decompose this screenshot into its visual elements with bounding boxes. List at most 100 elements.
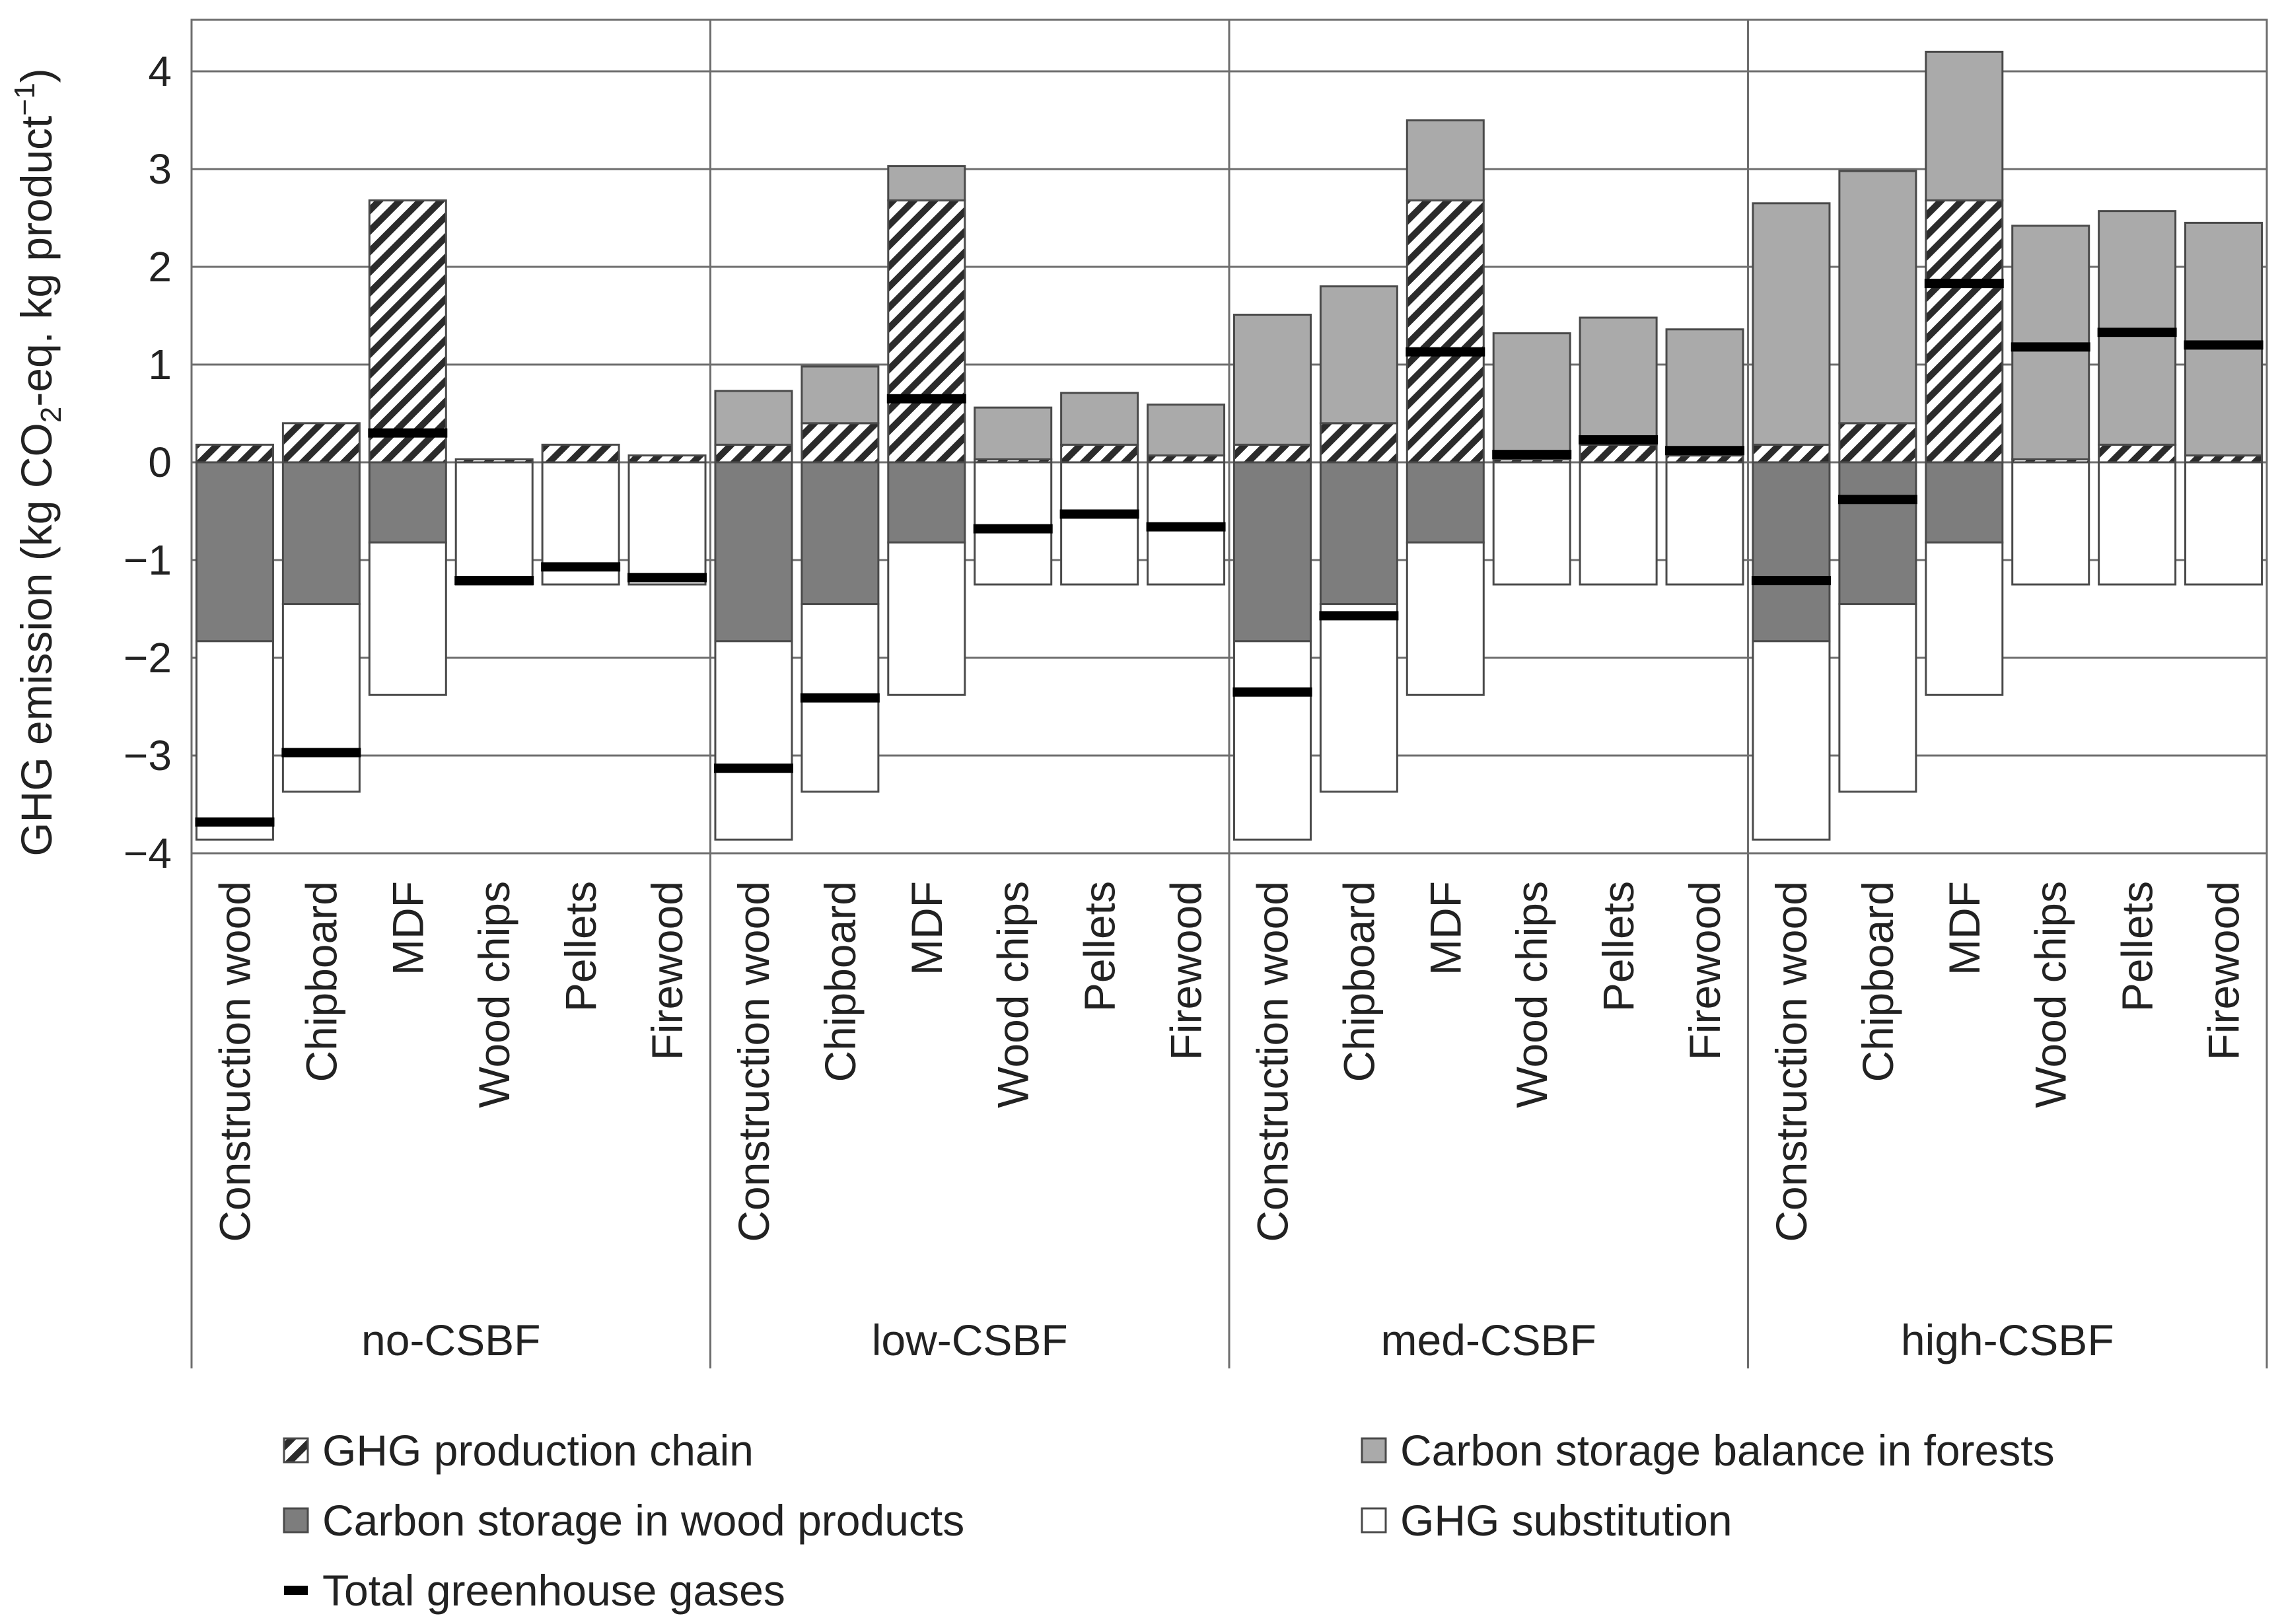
total-marker	[2184, 340, 2264, 350]
bar-segment-substitution	[1232, 640, 1312, 841]
bar-segment-production	[368, 199, 447, 464]
bar-segment-production	[2098, 443, 2177, 464]
total-marker	[1406, 347, 1485, 357]
category-label: Pellets	[2113, 881, 2162, 1012]
category-label: MDF	[902, 881, 951, 975]
total-marker	[713, 763, 793, 773]
legend-label-production: GHG production chain	[322, 1426, 754, 1475]
category-label: Wood chips	[989, 881, 1038, 1108]
bar-segment-production	[887, 199, 966, 464]
bar-segment-production	[2184, 454, 2264, 464]
legend: GHG production chain Carbon storage balan…	[283, 1426, 2055, 1615]
total-marker	[541, 562, 621, 572]
bar-segment-forest	[1838, 170, 1917, 425]
bar-segment-production	[1319, 422, 1398, 464]
category-label: Chipboard	[816, 881, 865, 1082]
category-label: Pellets	[1075, 881, 1124, 1012]
bar-segment-production	[1060, 443, 1139, 464]
category-label: Construction wood	[1248, 881, 1297, 1242]
total-marker	[1059, 509, 1139, 519]
y-tick-label: 4	[148, 48, 172, 95]
total-marker	[1837, 495, 1917, 505]
bar-segment-substitution	[627, 461, 707, 586]
total-marker	[1665, 446, 1745, 456]
legend-label-storage: Carbon storage in wood products	[322, 1496, 964, 1545]
bar-segment-forest	[1752, 202, 1831, 446]
y-tick-label: 0	[148, 439, 172, 486]
bar-segment-production	[1232, 443, 1312, 464]
bar-segment-production	[1925, 199, 2004, 464]
category-label: Construction wood	[210, 881, 259, 1242]
category-label: Chipboard	[297, 881, 345, 1082]
bar-segment-substitution	[1319, 603, 1398, 793]
y-tick-label: −2	[124, 634, 172, 682]
bar-segment-forest	[1665, 328, 1744, 457]
bar-segment-storage	[801, 461, 880, 606]
bar-segment-substitution	[1925, 541, 2004, 696]
bar-segment-storage	[1925, 461, 2004, 544]
bar-segment-forest	[1147, 404, 1226, 457]
bar-segment-production	[1579, 443, 1658, 464]
bar-segment-substitution	[1406, 541, 1485, 696]
total-marker	[1492, 450, 1572, 460]
bar-segment-forest	[1579, 316, 1658, 446]
bar-segment-forest	[1406, 119, 1485, 201]
bar-segment-production	[281, 422, 361, 464]
bar-segment-storage	[887, 461, 966, 544]
y-tick-label: 1	[148, 341, 172, 388]
bar-segment-forest	[1319, 285, 1398, 425]
total-marker	[1232, 687, 1312, 697]
total-marker	[2097, 328, 2177, 337]
category-label: Construction wood	[729, 881, 778, 1242]
bar-segment-substitution	[2184, 461, 2264, 586]
bar-segment-forest	[1925, 50, 2004, 201]
bar-segment-storage	[1319, 461, 1398, 606]
bar-segment-production	[1838, 422, 1917, 464]
category-label: MDF	[383, 881, 432, 975]
bar-segment-substitution	[281, 603, 361, 793]
bar-segment-forest	[974, 406, 1053, 461]
bar-segment-storage	[281, 461, 361, 606]
bar-segment-forest	[887, 165, 966, 201]
total-marker	[1146, 522, 1226, 532]
bar-segment-substitution	[195, 640, 274, 841]
bar-segment-forest	[801, 365, 880, 425]
category-label: Firewood	[1162, 881, 1211, 1060]
category-label: Pellets	[556, 881, 605, 1012]
legend-label-total: Total greenhouse gases	[322, 1566, 785, 1615]
bar-segment-production	[1147, 454, 1226, 464]
category-label: Chipboard	[1853, 881, 1902, 1082]
bar-segment-storage	[195, 461, 274, 643]
category-label: Chipboard	[1334, 881, 1383, 1082]
total-marker	[195, 817, 275, 827]
bar-segment-storage	[368, 461, 447, 544]
bar-segment-substitution	[2011, 461, 2090, 586]
total-marker	[454, 576, 534, 586]
total-marker	[1579, 435, 1658, 444]
total-marker	[800, 693, 880, 703]
category-label: Firewood	[2199, 881, 2248, 1060]
category-label: Firewood	[643, 881, 692, 1060]
bar-segment-production	[195, 443, 274, 464]
bar-segment-forest	[2184, 221, 2264, 457]
total-marker	[1751, 576, 1831, 586]
category-label: Construction wood	[1767, 881, 1816, 1242]
legend-swatch-total	[284, 1586, 308, 1595]
y-tick-label: −1	[124, 536, 172, 584]
group-label: low-CSBF	[872, 1316, 1068, 1364]
bar-segment-production	[1752, 443, 1831, 464]
bar-segment-production	[714, 443, 793, 464]
bar-segment-substitution	[454, 461, 534, 586]
y-tick-label: −4	[124, 830, 172, 877]
total-marker	[973, 524, 1053, 534]
total-marker	[281, 748, 361, 758]
bar-segment-forest	[1492, 332, 1571, 461]
bar-segment-substitution	[1838, 603, 1917, 793]
y-tick-label: 3	[148, 145, 172, 193]
bar-segment-substitution	[974, 461, 1053, 586]
bar-segment-storage	[714, 461, 793, 643]
total-marker	[2011, 342, 2090, 352]
y-tick-label: −3	[124, 732, 172, 779]
bar-segment-production	[541, 443, 620, 464]
